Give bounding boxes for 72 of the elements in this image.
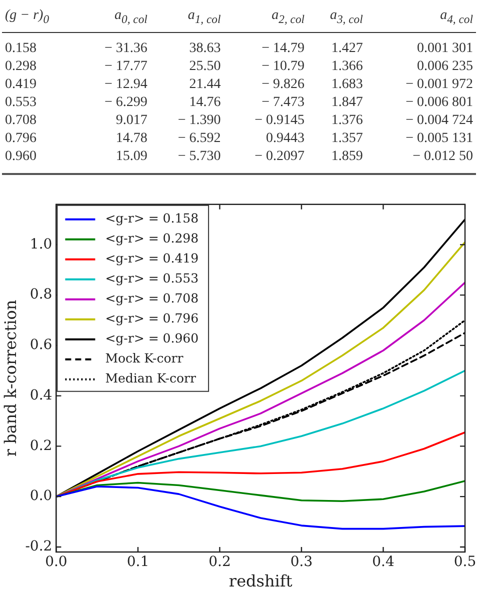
text: − 0.9145 [254, 112, 306, 130]
text: 0.796 [4, 130, 38, 148]
text: 1.357 [330, 130, 364, 148]
y-tick-label: 0.6 [30, 337, 52, 354]
x-tick-label: 0.3 [290, 554, 313, 570]
text: 0.006 235 [416, 58, 474, 76]
legend-label: Mock K-corr [105, 350, 184, 366]
legend-label: <g-r> = 0.298 [105, 230, 199, 246]
text: 1.847 [330, 94, 364, 112]
text: 1.427 [330, 40, 364, 58]
text: − 6.592 [176, 130, 222, 148]
text: − 7.473 [260, 94, 306, 112]
text: − 9.826 [260, 76, 306, 94]
text: − 0.006 801 [404, 94, 474, 112]
legend-label: <g-r> = 0.960 [105, 330, 199, 346]
text: 0.419 [4, 76, 38, 94]
x-tick-label: 0.2 [208, 554, 231, 570]
text: − 14.79 [260, 40, 306, 58]
legend-label: Median K-corr [105, 370, 196, 386]
text: 21.44 [188, 76, 222, 94]
text: a$_{3, col}$ [308, 4, 366, 32]
y-tick-label: 0.4 [30, 387, 52, 404]
text: a$_{2, col}$ [224, 4, 308, 32]
legend-label: <g-r> = 0.796 [105, 310, 199, 326]
y-tick-label: 0.8 [30, 286, 52, 303]
text: 1.683 [330, 76, 364, 94]
text: a$_{0, col}$ [77, 4, 150, 32]
y-axis-title: r band k-correction [0, 300, 20, 457]
text: 38.63 [188, 40, 222, 58]
legend-label: <g-r> = 0.553 [105, 270, 199, 286]
text: (g − r)$_{0}$ [2, 4, 78, 32]
text: − 5.730 [150, 148, 224, 174]
text: − 6.299 [103, 94, 148, 112]
y-tick-label: 0.0 [30, 488, 52, 504]
text: 0.158 [4, 40, 38, 58]
y-tick-label: 0.2 [30, 438, 52, 454]
x-tick-label: 0.1 [126, 554, 150, 570]
text: a$_{4, col}$ [366, 4, 476, 32]
text: 0.9443 [265, 130, 306, 148]
text: 0.960 [2, 148, 78, 174]
text: a$_{1, col}$ [150, 4, 224, 32]
text: − 10.79 [260, 58, 306, 76]
text: 9.017 [114, 112, 148, 130]
text: 1.366 [330, 58, 364, 76]
text: 0.001 301 [416, 40, 474, 58]
text: 25.50 [188, 58, 222, 76]
y-tick-label: -0.2 [25, 538, 52, 555]
text: 1.859 [308, 148, 366, 174]
x-axis-title: redshift [228, 572, 293, 591]
text: − 0.012 50 [366, 148, 476, 174]
x-tick-label: 0.0 [45, 554, 68, 570]
text: − 0.005 131 [404, 130, 474, 148]
text: − 0.2097 [224, 148, 308, 174]
text: − 12.94 [103, 76, 148, 94]
text: − 17.77 [103, 58, 148, 76]
legend-label: <g-r> = 0.708 [105, 290, 199, 306]
text: − 31.36 [103, 40, 148, 58]
text: − 0.001 972 [404, 76, 474, 94]
x-tick-label: 0.4 [372, 554, 394, 570]
text: 0.708 [4, 112, 38, 130]
text: − 1.390 [176, 112, 222, 130]
text: 14.76 [188, 94, 222, 112]
text: 14.78 [114, 130, 148, 148]
text: − 0.004 724 [404, 112, 474, 130]
legend-label: <g-r> = 0.419 [105, 250, 199, 266]
text: 1.376 [330, 112, 364, 130]
text: 0.298 [4, 58, 38, 76]
y-tick-label: 1.0 [30, 236, 52, 252]
x-tick-label: 0.5 [454, 554, 476, 570]
legend-label: <g-r> = 0.158 [105, 210, 199, 226]
text: 15.09 [77, 148, 150, 174]
text: 0.553 [4, 94, 38, 112]
